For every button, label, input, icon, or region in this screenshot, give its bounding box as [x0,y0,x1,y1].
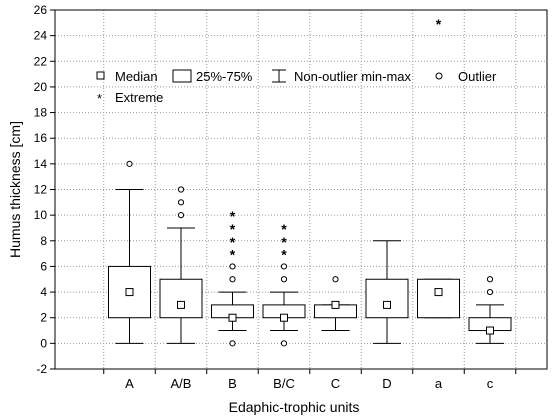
x-tick-label: B/C [273,376,295,391]
outlier-point [486,276,494,283]
iqr-box [417,278,460,319]
median-marker [383,300,391,309]
x-tick-label: a [435,376,443,391]
outlier-point [229,340,236,347]
outlier-point [229,276,236,283]
x-tick-label: A/B [171,376,192,391]
box-group-d [365,240,409,344]
y-tick-label: 6 [40,259,47,273]
y-tick-label: 0 [40,336,47,350]
extreme-point: * [230,247,236,263]
y-tick-label: 10 [34,208,48,222]
y-tick-label: 24 [34,29,48,43]
box-group-b-c: *** [262,221,306,347]
median-marker [486,326,494,335]
y-tick-label: 16 [34,131,48,145]
extreme-point: * [436,16,442,32]
y-axis-title: Humus thickness [cm] [7,121,23,258]
legend-outlier-label: Outlier [458,69,497,84]
outlier-point [229,263,236,270]
x-axis-title: Edaphic-trophic units [229,399,360,415]
outlier-point [280,263,288,270]
x-tick-label: C [331,376,340,391]
legend: Median 25%-75% Non-outlier min-max Outli… [96,69,497,106]
box-group-a-b [159,186,203,344]
legend-box-swatch [172,69,192,83]
iqr-box [365,278,409,319]
boxplot-series: ******** [108,16,512,347]
legend-median-label: Median [115,69,158,84]
outlier-point [177,186,185,193]
legend-median-swatch [96,71,105,80]
median-marker [280,313,288,322]
median-marker [125,288,134,297]
outlier-point [280,276,288,283]
x-tick-label: A [125,376,134,391]
y-tick-label: 8 [40,234,47,248]
outlier-point [126,160,133,167]
box-group-c [468,276,512,344]
median-marker [434,288,443,297]
box-group-c [314,276,357,332]
legend-whisker-label: Non-outlier min-max [294,69,412,84]
y-tick-label: 14 [34,157,48,171]
extreme-point: * [281,234,287,250]
outlier-point [280,340,288,347]
outlier-point [177,199,185,206]
y-tick-label: 22 [34,54,48,68]
extreme-point: * [281,221,287,237]
y-tick-label: 20 [34,80,48,94]
box-group-b: **** [211,208,254,347]
median-marker [228,313,237,322]
median-marker [177,300,185,309]
y-tick-label: 12 [34,183,48,197]
legend-extreme-swatch: * [97,91,102,106]
median-marker [331,300,340,309]
y-tick-label: 2 [40,311,47,325]
box-group-a: * [417,16,460,319]
x-tick-label: D [382,376,391,391]
y-tick-label: 26 [34,3,48,17]
y-tick-label: -2 [36,362,47,376]
extreme-point: * [230,234,236,250]
outlier-point [332,276,339,283]
iqr-box [159,278,203,319]
y-tick-label: 4 [40,285,47,299]
extreme-point: * [281,247,287,263]
outlier-point [177,212,185,219]
extreme-point: * [230,221,236,237]
outlier-point [486,288,494,296]
x-tick-label: B [228,376,237,391]
box-group-a [108,160,151,344]
legend-outlier-swatch [435,72,443,80]
legend-box-label: 25%-75% [196,69,253,84]
y-tick-label: 18 [34,106,48,120]
legend-extreme-label: Extreme [115,90,163,105]
x-tick-label: c [487,376,494,391]
extreme-point: * [230,208,236,224]
